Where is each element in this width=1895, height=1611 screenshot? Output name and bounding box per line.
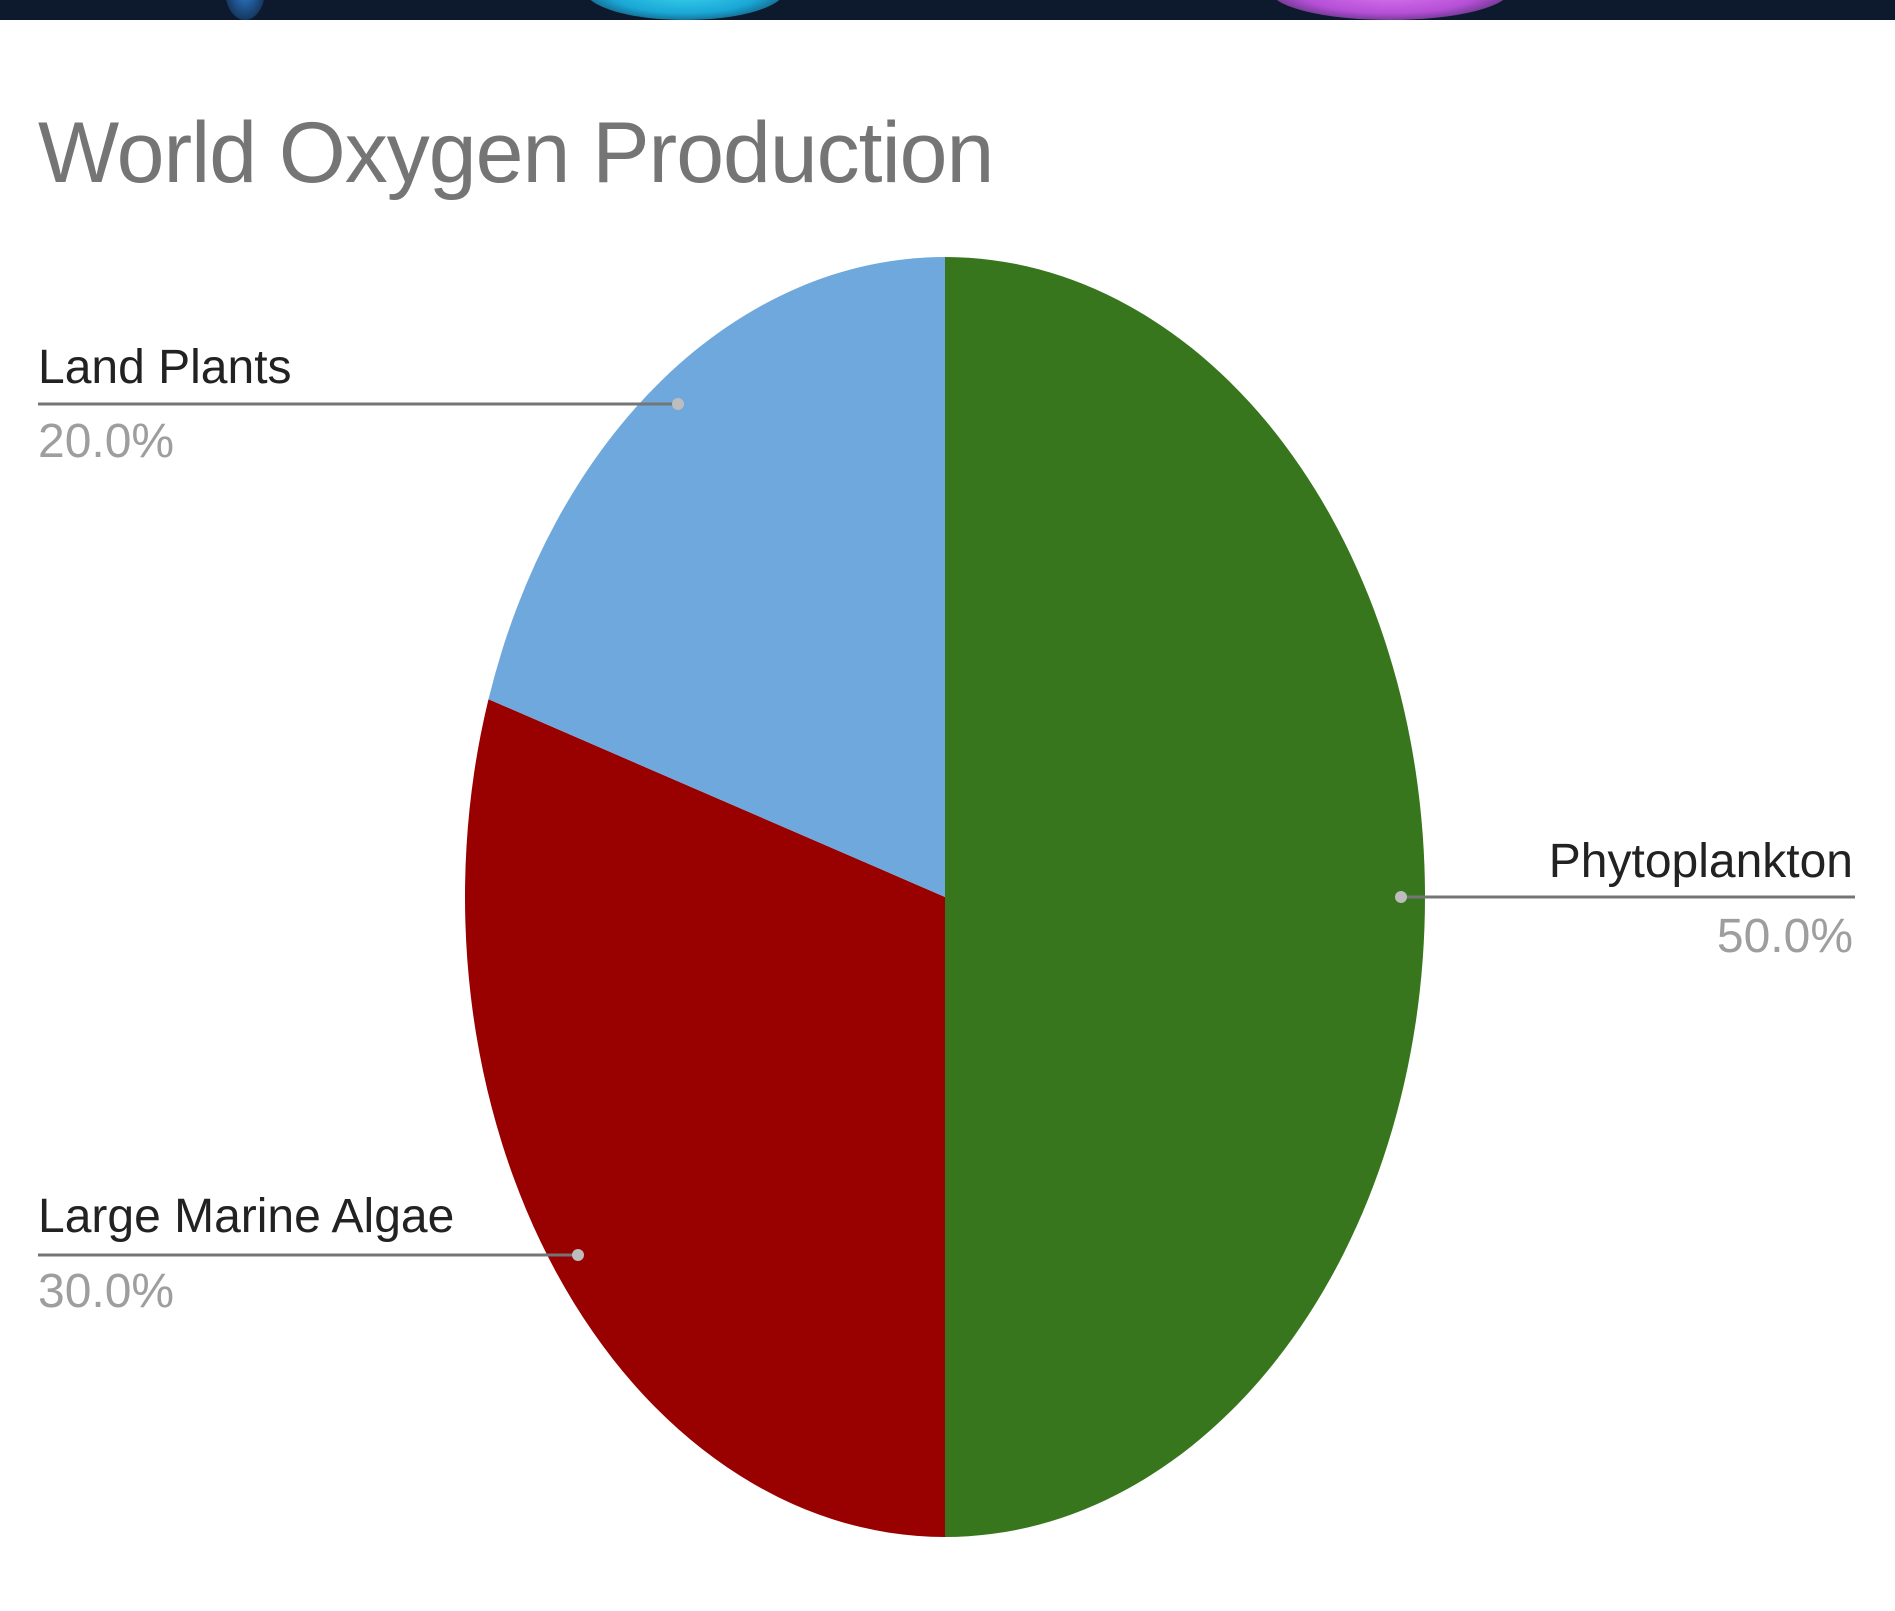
banner-magenta-blob bbox=[1270, 0, 1510, 20]
decorative-top-banner bbox=[0, 0, 1895, 20]
banner-blue-blob bbox=[225, 0, 265, 20]
slice-label-large-marine-algae: Large Marine Algae bbox=[38, 1190, 454, 1243]
leader-dot-large-marine-algae bbox=[572, 1249, 584, 1261]
pie-slice-large-marine-algae bbox=[465, 699, 945, 1537]
leader-dot-land-plants bbox=[672, 398, 684, 410]
chart-title: World Oxygen Production bbox=[38, 105, 993, 201]
banner-cyan-blob bbox=[585, 0, 785, 20]
slice-percent-large-marine-algae: 30.0% bbox=[38, 1265, 174, 1318]
slice-percent-phytoplankton: 50.0% bbox=[1717, 910, 1853, 963]
pie-slices bbox=[465, 256, 1425, 1537]
slice-percent-land-plants: 20.0% bbox=[38, 415, 174, 468]
leader-dot-phytoplankton bbox=[1395, 891, 1407, 903]
slice-label-land-plants: Land Plants bbox=[38, 341, 292, 394]
pie-slice-land-plants bbox=[488, 256, 945, 897]
slice-labels: Phytoplankton 50.0% Large Marine Algae 30.0… bbox=[38, 341, 1855, 1318]
slice-label-phytoplankton: Phytoplankton bbox=[1549, 835, 1853, 888]
pie-slice-phytoplankton bbox=[945, 257, 1425, 1537]
